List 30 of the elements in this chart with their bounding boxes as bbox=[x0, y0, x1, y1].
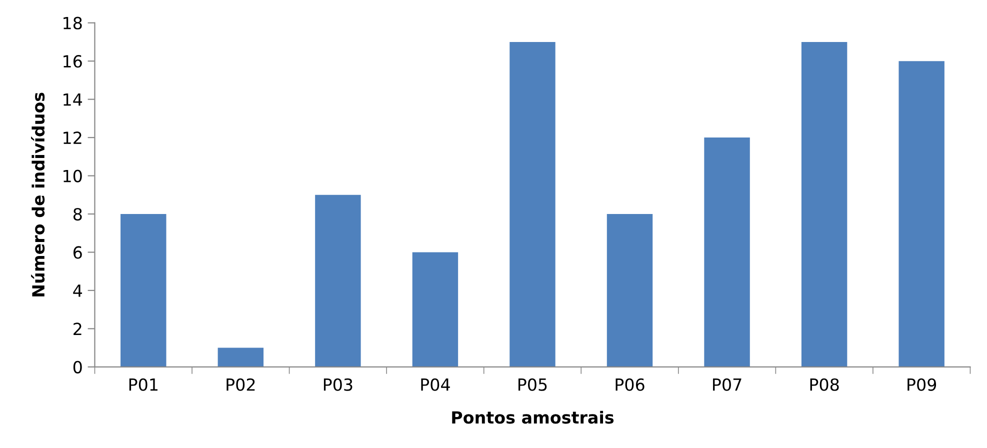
x-tick-label: P01 bbox=[129, 378, 158, 391]
y-tick-label: 8 bbox=[73, 208, 82, 221]
y-tick-label: 2 bbox=[74, 322, 82, 336]
bar bbox=[606, 214, 653, 367]
y-tick-label: 0 bbox=[73, 360, 82, 374]
y-tick-label: 4 bbox=[73, 284, 82, 297]
bar bbox=[510, 42, 556, 367]
bar bbox=[315, 194, 361, 367]
y-tick-label: 16 bbox=[64, 55, 82, 68]
bar bbox=[801, 42, 848, 367]
bar bbox=[218, 348, 264, 367]
y-tick-label: 6 bbox=[74, 246, 82, 259]
x-tick-label: P05 bbox=[518, 378, 547, 391]
bar bbox=[412, 252, 458, 367]
x-tick-label: P03 bbox=[324, 378, 352, 391]
y-tick-label: 10 bbox=[64, 170, 82, 182]
y-tick-label: 14 bbox=[64, 93, 82, 106]
x-tick-label: P04 bbox=[421, 378, 450, 391]
x-tick-label: P02 bbox=[226, 378, 255, 391]
x-tick-label: P06 bbox=[616, 378, 644, 391]
x-tick-label: P09 bbox=[908, 378, 936, 391]
x-axis-title: Pontos amostrais bbox=[452, 410, 614, 424]
x-tick-label: P08 bbox=[810, 378, 839, 391]
y-axis-title: Número de indivíduos bbox=[31, 92, 45, 296]
x-tick-label: P07 bbox=[713, 378, 742, 391]
bar bbox=[898, 61, 944, 367]
bar bbox=[120, 214, 166, 367]
bar bbox=[704, 138, 750, 367]
y-tick-label: 12 bbox=[64, 132, 82, 144]
y-tick-label: 18 bbox=[64, 16, 82, 30]
